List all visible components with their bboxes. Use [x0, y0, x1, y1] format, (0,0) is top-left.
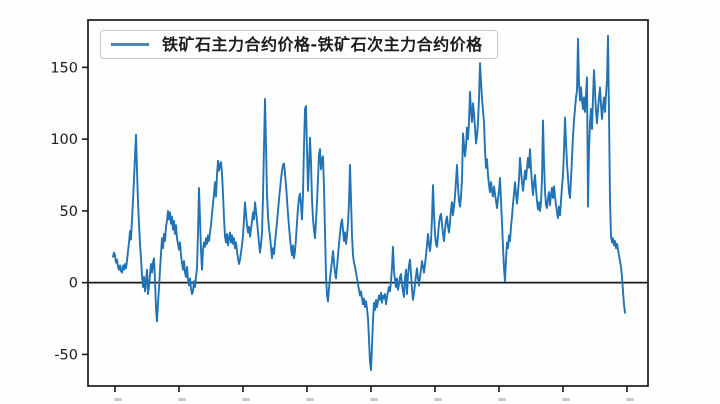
legend-label: 铁矿石主力合约价格-铁矿石次主力合约价格: [162, 34, 483, 54]
x-tick-label-cropped-fragment: [562, 398, 570, 401]
legend-line-sample-icon: [111, 43, 149, 46]
x-tick-label-cropped-fragment: [370, 398, 378, 401]
axes-border: [87, 19, 649, 387]
x-tick-label-cropped-fragment: [178, 398, 186, 401]
y-tick-label: 150: [50, 60, 78, 76]
x-tick-label-cropped-fragment: [434, 398, 442, 401]
y-tick-label: 100: [50, 132, 78, 148]
x-tick-label-cropped-fragment: [306, 398, 314, 401]
price-spread-line-series: [112, 34, 626, 372]
y-tick-label: 50: [60, 204, 78, 220]
x-tick-label-cropped-fragment: [626, 398, 634, 401]
y-tick-label: 0: [69, 276, 78, 292]
x-tick-label-cropped-fragment: [242, 398, 250, 401]
legend: 铁矿石主力合约价格-铁矿石次主力合约价格: [100, 30, 498, 59]
x-tick-label-cropped-fragment: [498, 398, 506, 401]
x-tick-label-cropped-fragment: [114, 398, 122, 401]
y-tick-label: -50: [54, 347, 78, 363]
